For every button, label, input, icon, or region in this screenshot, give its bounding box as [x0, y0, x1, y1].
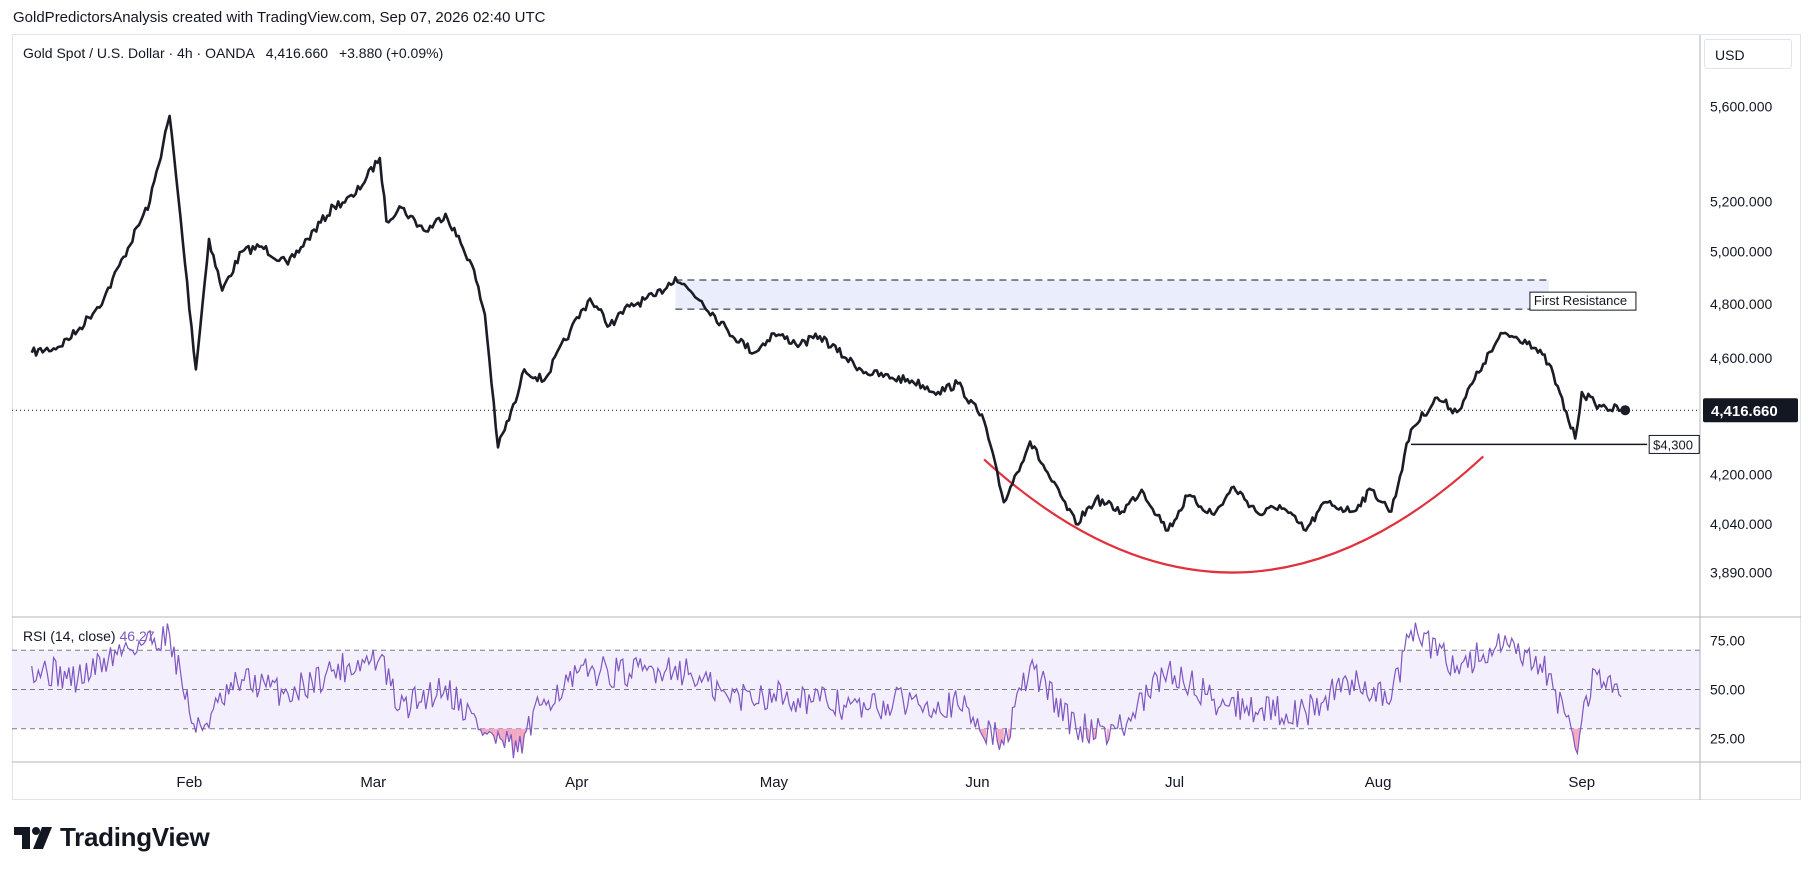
tradingview-logo-icon: [14, 826, 52, 849]
logo-text: TradingView: [60, 822, 210, 852]
rsi-oversold-fill: [1106, 728, 1109, 745]
price-axis-tick: 5,600.000: [1710, 99, 1772, 115]
price-axis-tick: 4,200.000: [1710, 467, 1772, 483]
symbol-legend: Gold Spot / U.S. Dollar · 4h · OANDA 4,4…: [23, 45, 450, 61]
chart-frame: [12, 34, 1801, 800]
support-label-text: $4,300: [1653, 437, 1693, 452]
time-axis-tick: May: [760, 774, 789, 791]
price-line[interactable]: [30, 114, 1622, 532]
rsi-title: RSI (14, close): [23, 628, 116, 644]
price-axis-tick: 3,890.000: [1710, 565, 1772, 581]
legend-change: +3.880 (+0.09%): [338, 45, 444, 61]
tradingview-logo[interactable]: TradingView: [14, 822, 210, 853]
last-price-tag: [1703, 398, 1798, 423]
currency-selector[interactable]: USD: [1704, 39, 1792, 69]
support-label-box: [1648, 434, 1700, 454]
price-axis-tick: 4,040.000: [1710, 516, 1772, 532]
rsi-axis-tick: 75.00: [1710, 633, 1745, 649]
rsi-oversold-fill: [1575, 728, 1578, 754]
time-axis-tick: Jun: [965, 774, 989, 791]
price-axis-tick: 5,200.000: [1710, 193, 1772, 209]
symbol-title[interactable]: Gold Spot / U.S. Dollar · 4h · OANDA: [23, 45, 255, 61]
price-axis-tick: 4,800.000: [1710, 296, 1772, 312]
rsi-oversold-fill: [981, 728, 985, 739]
rsi-oversold-fill: [999, 728, 1002, 750]
rsi-line[interactable]: [31, 622, 1622, 759]
rsi-oversold-fill: [502, 728, 505, 748]
rsi-oversold-fill: [1008, 728, 1011, 742]
time-axis-tick: Sep: [1568, 774, 1595, 791]
price-line-end-marker: [1620, 405, 1631, 416]
resistance-zone-label: First Resistance: [1529, 291, 1637, 311]
chart-attribution: GoldPredictorsAnalysis created with Trad…: [13, 9, 546, 26]
price-axis-tick: 4,600.000: [1710, 350, 1772, 366]
legend-price: 4,416.660: [265, 45, 329, 61]
time-axis-tick: Feb: [176, 774, 202, 791]
resistance-label-text: First Resistance: [1534, 293, 1627, 308]
time-axis-tick: Aug: [1365, 774, 1392, 791]
rsi-axis-tick: 25.00: [1710, 730, 1745, 746]
rsi-axis-tick: 50.00: [1710, 682, 1745, 698]
rsi-value: 46.27: [119, 628, 155, 644]
time-axis-tick: Apr: [565, 774, 588, 791]
rsi-oversold-fill: [997, 728, 1000, 750]
resistance-label-box: [1529, 291, 1637, 311]
rsi-legend: RSI (14, close) 46.27: [23, 628, 155, 644]
time-axis-tick: Jul: [1165, 774, 1184, 791]
time-axis-tick: Mar: [360, 774, 386, 791]
price-axis-tick: 5,000.000: [1710, 244, 1772, 260]
rsi-oversold-fill: [500, 728, 503, 741]
rsi-oversold-fill: [1093, 728, 1096, 740]
last-price-tag-text: 4,416.660: [1711, 403, 1778, 420]
cup-arc[interactable]: [983, 455, 1484, 574]
rsi-oversold-fill: [1086, 728, 1090, 744]
resistance-zone[interactable]: [675, 280, 1549, 310]
chart-canvas[interactable]: 5,600.000 5,200.000 5,000.000 4,800.000 4,60…: [0, 0, 1814, 800]
